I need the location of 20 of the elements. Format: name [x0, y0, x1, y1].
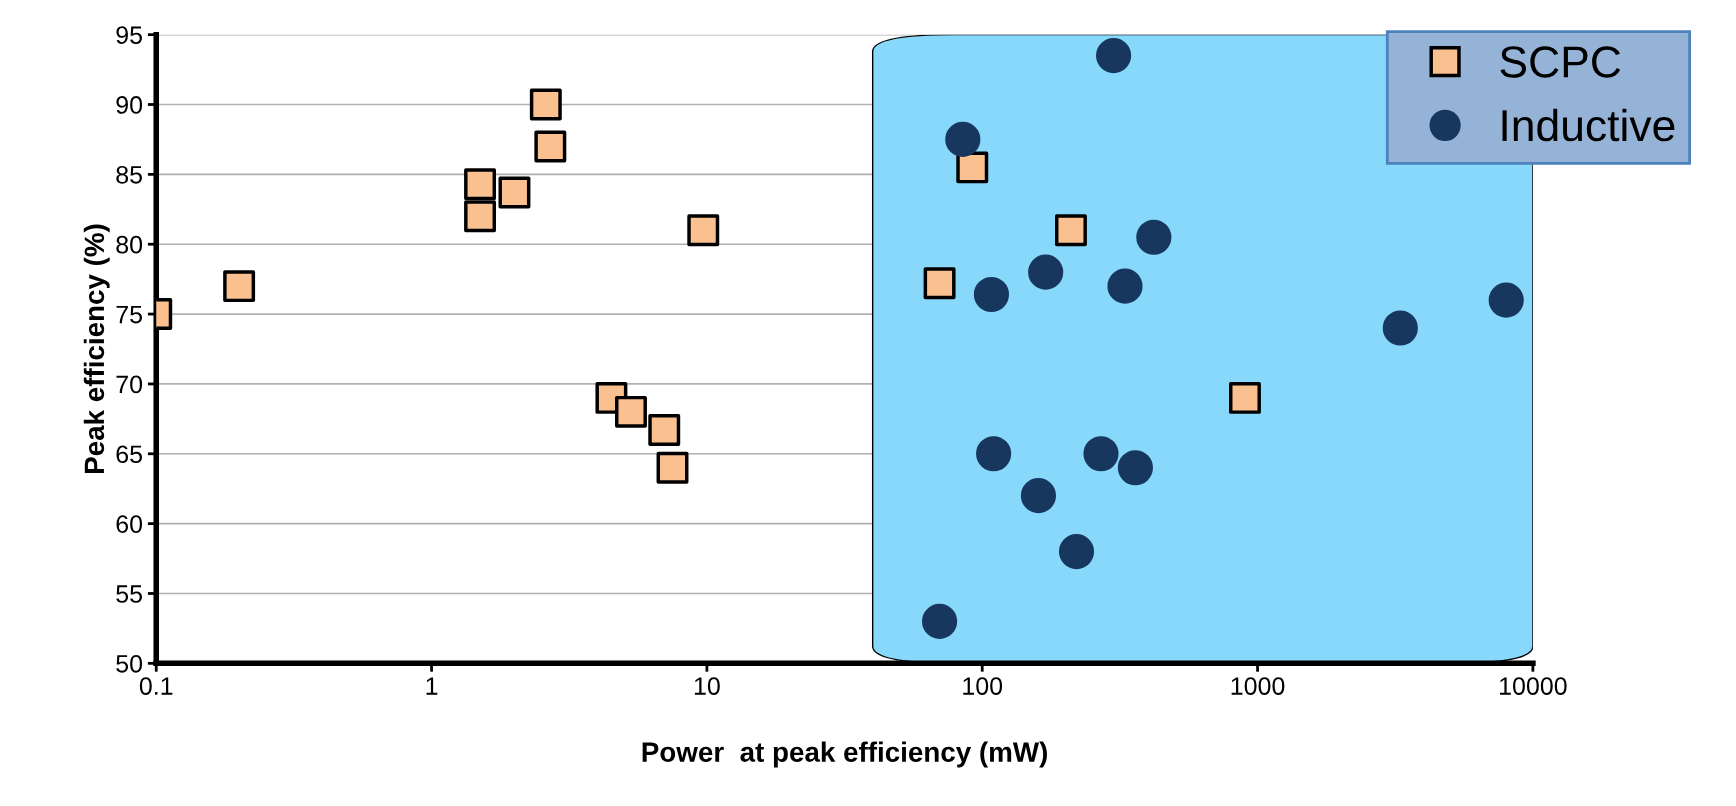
y-tick-label: 60 — [116, 515, 143, 533]
x-tick-label: 10 — [694, 677, 720, 695]
legend-label: Inductive — [1502, 108, 1675, 142]
y-axis-title: Peak efficiency (%) — [83, 224, 110, 473]
x-tick-label: 100 — [963, 677, 1003, 695]
y-tick-label: 70 — [116, 375, 143, 394]
y-tick-label: 80 — [116, 235, 143, 254]
x-tick-label: 10000 — [1500, 677, 1567, 695]
y-tick-label: 55 — [116, 585, 142, 603]
x-tick-label: 1 — [426, 677, 438, 695]
y-tick-label: 85 — [116, 165, 142, 184]
x-tick-label: 1000 — [1231, 677, 1285, 695]
y-tick-label: 65 — [116, 445, 142, 464]
y-tick-label: 95 — [116, 26, 142, 44]
legend-label: SCPC — [1500, 46, 1621, 78]
x-tick-label: 0.1 — [139, 677, 173, 695]
x-axis-title: Power at peak efficiency (mW) — [642, 741, 1047, 768]
y-tick-label: 75 — [116, 305, 142, 324]
y-tick-label: 90 — [116, 96, 143, 114]
y-tick-label: 50 — [116, 654, 143, 673]
